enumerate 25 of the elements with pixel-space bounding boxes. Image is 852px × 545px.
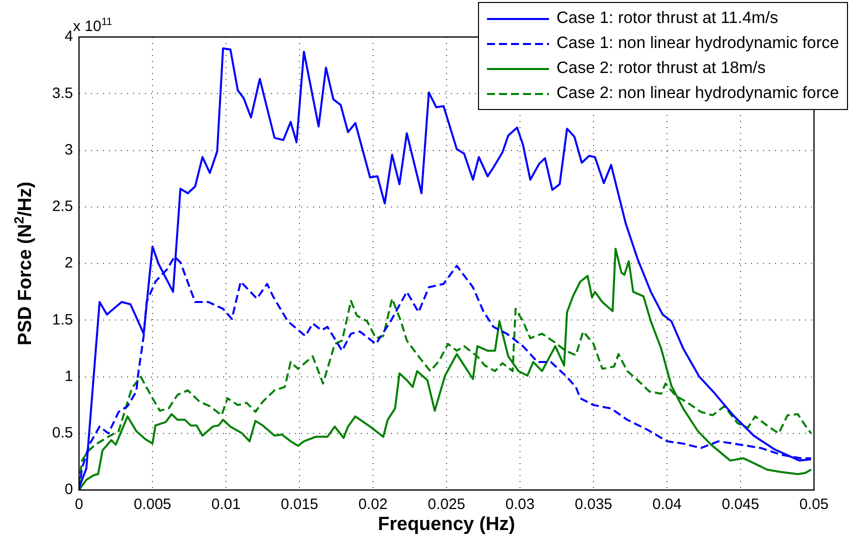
x-tick-label: 0.05 [799, 496, 829, 514]
legend-label: Case 2: non linear hydrodynamic force [556, 84, 839, 103]
x-tick-label: 0.025 [428, 496, 466, 514]
y-tick-label: 2.5 [52, 198, 73, 216]
y-tick-label: 1 [64, 368, 73, 385]
y-tick-label: 0.5 [52, 424, 73, 442]
legend-label: Case 1: rotor thrust at 11.4m/s [556, 9, 778, 28]
y-axis-title: PSD Force (N2/Hz) [11, 182, 36, 346]
x-tick-label: 0.045 [722, 496, 760, 514]
x-tick-label: 0.005 [134, 496, 172, 514]
x-tick-label: 0.03 [505, 496, 535, 514]
x-tick-label: 0.015 [280, 496, 318, 514]
x-tick-label: 0.04 [652, 496, 682, 514]
legend-label: Case 1: non linear hydrodynamic force [556, 34, 839, 53]
y-tick-label: 2 [64, 254, 73, 272]
x-tick-label: 0.01 [211, 496, 241, 514]
y-tick-label: 1.5 [52, 311, 73, 328]
y-tick-label: 3.5 [52, 84, 73, 102]
legend-label: Case 2: rotor thrust at 18m/s [556, 59, 766, 78]
y-tick-label: 4 [64, 28, 73, 46]
x-tick-label: 0.02 [358, 496, 388, 514]
y-tick-label: 0 [64, 481, 73, 498]
x-tick-label: 0.035 [574, 496, 612, 514]
x-axis-title: Frequency (Hz) [378, 514, 516, 535]
y-tick-label: 3 [64, 141, 73, 158]
